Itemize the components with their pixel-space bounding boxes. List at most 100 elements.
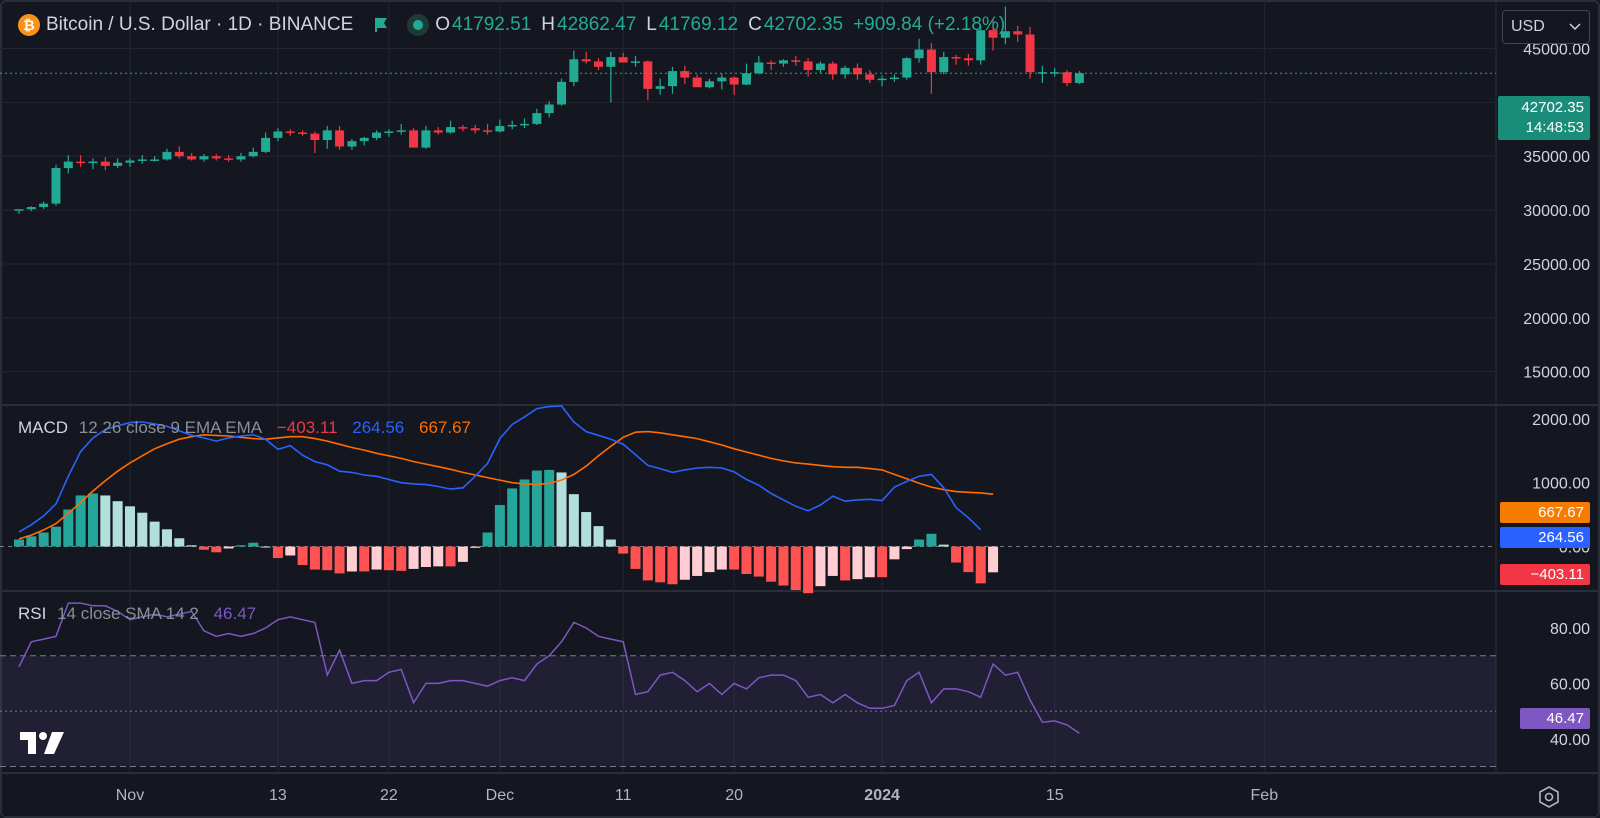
y-tick-label: 35000.00	[1523, 149, 1590, 166]
histogram-bar	[975, 546, 986, 584]
candle-body	[409, 130, 419, 148]
x-tick-label: Nov	[116, 787, 144, 804]
high-label: H	[541, 14, 556, 35]
histogram-bar	[544, 469, 555, 547]
symbol-title[interactable]: Bitcoin / U.S. Dollar · 1D · BINANCE	[46, 14, 354, 35]
histogram-bar	[951, 546, 962, 563]
candle-body	[446, 127, 456, 133]
candle-body	[914, 49, 924, 59]
histogram-bar	[618, 546, 629, 554]
candle-body	[692, 77, 702, 88]
histogram-bar	[87, 493, 98, 547]
candle-body	[1050, 72, 1060, 74]
rsi-name[interactable]: RSI	[18, 604, 47, 623]
candle-body	[1013, 31, 1023, 35]
flag-icon[interactable]	[373, 17, 389, 33]
symbol-legend: ₿ Bitcoin / U.S. Dollar · 1D · BINANCE O…	[18, 14, 1015, 36]
histogram-bar	[272, 546, 283, 559]
histogram-bar	[753, 546, 764, 577]
tradingview-logo-icon[interactable]	[20, 732, 64, 754]
candles	[14, 6, 1084, 214]
candle-body	[76, 161, 86, 164]
histogram-bar	[50, 526, 61, 547]
y-tick-label: 15000.00	[1523, 365, 1590, 382]
histogram-bar	[235, 545, 246, 547]
macd-name[interactable]: MACD	[18, 418, 69, 437]
candle-body	[815, 63, 825, 71]
histogram-bar	[309, 546, 320, 570]
candle-body	[483, 130, 493, 132]
y-tick-label: 45000.00	[1523, 41, 1590, 58]
histogram-bar	[371, 546, 382, 570]
histogram-bar	[840, 546, 851, 581]
candle-body	[372, 132, 382, 138]
histogram-bar	[457, 546, 468, 562]
x-tick-label: 22	[380, 787, 398, 804]
histogram-bar	[531, 470, 542, 547]
candle-body	[248, 151, 258, 157]
x-tick-label: 11	[615, 787, 632, 804]
candle-body	[335, 130, 345, 147]
candle-body	[1074, 73, 1084, 83]
candle-body	[976, 30, 986, 61]
gear-icon[interactable]	[1538, 786, 1560, 808]
histogram-bar	[161, 529, 172, 547]
candle-body	[852, 67, 862, 75]
macd-hist-value: −403.11	[276, 418, 338, 437]
y-tick-label: 40.00	[1550, 732, 1590, 749]
candle-body	[125, 160, 135, 163]
candle-body	[729, 77, 739, 85]
histogram-bar	[568, 494, 579, 547]
candle-body	[840, 67, 850, 75]
histogram-bar	[729, 546, 740, 570]
histogram-bar	[186, 545, 197, 547]
candle-body	[359, 137, 369, 142]
market-open-icon	[407, 14, 430, 36]
candle-body	[741, 73, 751, 85]
current-price-tag: 42702.35 14:48:53	[1498, 96, 1590, 140]
candle-body	[322, 130, 332, 141]
histogram-bar	[408, 546, 419, 569]
rsi-params: 14 close SMA 14 2	[57, 604, 199, 623]
candle-body	[889, 77, 899, 80]
histogram-bar	[285, 546, 296, 556]
histogram-bar	[988, 546, 999, 573]
candle-body	[285, 131, 295, 133]
candle-body	[26, 207, 36, 210]
x-tick-label: 15	[1046, 787, 1064, 804]
histogram-bar	[655, 546, 666, 583]
candle-body	[754, 62, 764, 74]
histogram-bar	[889, 546, 900, 560]
candle-body	[150, 159, 160, 161]
candle-body	[174, 151, 184, 157]
candle-body	[298, 132, 308, 135]
histogram-bar	[827, 546, 838, 576]
histogram-bar	[741, 546, 752, 575]
currency-select[interactable]: USD	[1502, 10, 1590, 44]
histogram-bar	[38, 532, 49, 547]
histogram-bar	[605, 539, 616, 547]
high-value: 42862.47	[557, 14, 637, 35]
open-label: O	[435, 14, 451, 35]
y-tick-label: 2000.00	[1532, 412, 1590, 429]
change-value: +909.84 (+2.18%)	[853, 14, 1006, 35]
histogram-bar	[963, 546, 974, 573]
candle-body	[187, 156, 197, 160]
x-tick-label: Feb	[1251, 787, 1279, 804]
candle-body	[680, 71, 690, 78]
histogram-bar	[124, 506, 135, 547]
histogram-bar	[556, 472, 567, 547]
candle-body	[951, 57, 961, 59]
histogram-bar	[223, 546, 234, 549]
candle-body	[384, 131, 394, 133]
macd-histogram	[14, 469, 999, 594]
low-value: 41769.12	[658, 14, 739, 35]
candle-body	[791, 60, 801, 62]
histogram-bar	[174, 538, 185, 547]
candle-body	[581, 59, 591, 62]
candle-body	[520, 123, 530, 126]
candle-body	[224, 158, 234, 160]
histogram-bar	[445, 546, 456, 567]
candle-body	[14, 209, 24, 211]
